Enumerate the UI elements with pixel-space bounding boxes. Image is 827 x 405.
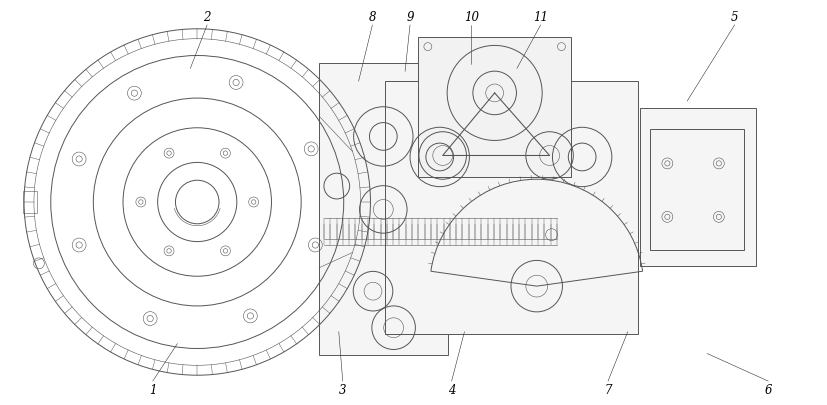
Text: 3: 3: [339, 383, 347, 396]
Text: 1: 1: [149, 383, 156, 396]
Bar: [639, 109, 757, 266]
Text: 10: 10: [464, 11, 479, 24]
Bar: [385, 82, 638, 334]
Bar: [649, 130, 743, 250]
Text: 11: 11: [533, 11, 548, 24]
Bar: [23, 192, 37, 213]
Text: 7: 7: [605, 383, 612, 396]
Text: 5: 5: [731, 11, 739, 24]
Text: 4: 4: [448, 383, 456, 396]
Bar: [319, 64, 447, 356]
Text: 8: 8: [369, 11, 376, 24]
Text: 9: 9: [406, 11, 414, 24]
Text: 6: 6: [765, 383, 772, 396]
Bar: [418, 38, 571, 178]
Text: 2: 2: [203, 11, 211, 24]
